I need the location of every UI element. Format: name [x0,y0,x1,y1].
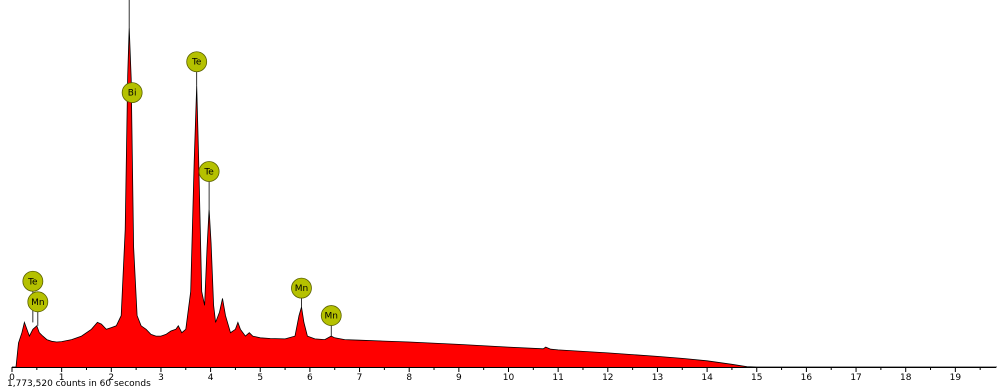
x-tick-label: 13 [652,373,663,383]
x-tick-label: 11 [552,373,563,383]
peak-marker-circle [121,82,143,103]
x-tick-label: 9 [456,373,462,383]
x-tick-label: 5 [257,373,263,383]
spectrum-area [12,27,997,367]
peak-marker-label: Mn [325,312,338,322]
x-tick-label: 19 [950,373,962,383]
peak-marker-circle [291,277,312,299]
x-tick-label: 12 [602,373,613,383]
spectrum-outline [12,27,997,368]
acquisition-counts-label: 1,773,520 counts in 60 seconds [7,379,151,389]
peak-marker-label: Te [191,58,202,68]
x-tick-label: 8 [406,373,412,383]
peak-marker-circle [198,161,220,182]
x-tick-label: 0 [9,373,15,383]
peak-marker-circle [320,305,342,326]
x-tick-label: 7 [357,373,363,383]
peak-marker-label: Te [203,167,214,177]
peak-marker-circle [22,270,44,292]
peak-marker-label: Mn [295,284,308,294]
x-tick-label: 1 [59,373,65,383]
x-tick-label: 10 [503,373,515,383]
x-tick-label: 6 [307,373,313,383]
x-tick-label: 18 [900,373,912,383]
x-tick-label: 14 [701,373,713,383]
x-tick-label: 4 [208,373,214,383]
x-tick-label: 3 [158,373,164,383]
peak-marker-circle [27,291,49,313]
peak-marker-label: Mn [31,298,44,308]
peak-marker-label: Bi [128,89,137,99]
x-tick-label: 2 [108,373,114,383]
peak-marker-circle [186,51,208,73]
x-tick-label: 15 [751,373,762,383]
x-tick-label: 16 [801,373,813,383]
peak-marker-label: Te [27,277,38,287]
x-tick-label: 17 [850,373,861,383]
